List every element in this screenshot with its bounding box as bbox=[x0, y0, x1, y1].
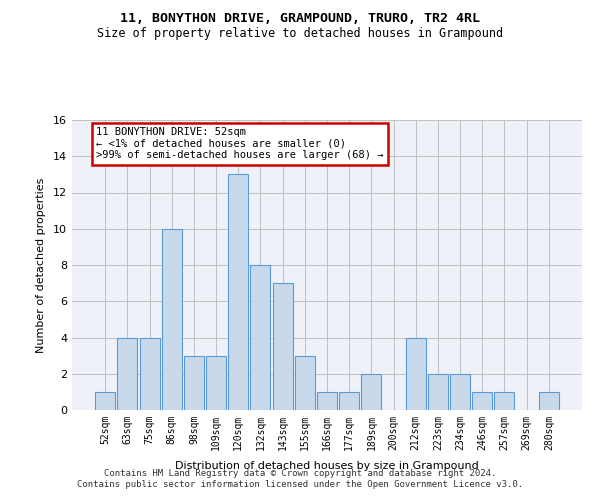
Bar bbox=[295, 356, 315, 410]
Bar bbox=[228, 174, 248, 410]
Bar bbox=[406, 338, 426, 410]
Text: 11, BONYTHON DRIVE, GRAMPOUND, TRURO, TR2 4RL: 11, BONYTHON DRIVE, GRAMPOUND, TRURO, TR… bbox=[120, 12, 480, 26]
Bar bbox=[118, 338, 137, 410]
Bar bbox=[317, 392, 337, 410]
Bar bbox=[250, 265, 271, 410]
Bar bbox=[539, 392, 559, 410]
Bar bbox=[472, 392, 492, 410]
Bar bbox=[272, 283, 293, 410]
Text: 11 BONYTHON DRIVE: 52sqm
← <1% of detached houses are smaller (0)
>99% of semi-d: 11 BONYTHON DRIVE: 52sqm ← <1% of detach… bbox=[96, 127, 384, 160]
Bar bbox=[339, 392, 359, 410]
Bar bbox=[206, 356, 226, 410]
Text: Size of property relative to detached houses in Grampound: Size of property relative to detached ho… bbox=[97, 28, 503, 40]
Bar bbox=[494, 392, 514, 410]
Bar bbox=[140, 338, 160, 410]
Bar bbox=[162, 229, 182, 410]
Bar bbox=[361, 374, 382, 410]
Bar bbox=[450, 374, 470, 410]
Y-axis label: Number of detached properties: Number of detached properties bbox=[36, 178, 46, 352]
Bar bbox=[95, 392, 115, 410]
Bar bbox=[428, 374, 448, 410]
X-axis label: Distribution of detached houses by size in Grampound: Distribution of detached houses by size … bbox=[175, 461, 479, 471]
Text: Contains public sector information licensed under the Open Government Licence v3: Contains public sector information licen… bbox=[77, 480, 523, 489]
Text: Contains HM Land Registry data © Crown copyright and database right 2024.: Contains HM Land Registry data © Crown c… bbox=[104, 468, 496, 477]
Bar bbox=[184, 356, 204, 410]
